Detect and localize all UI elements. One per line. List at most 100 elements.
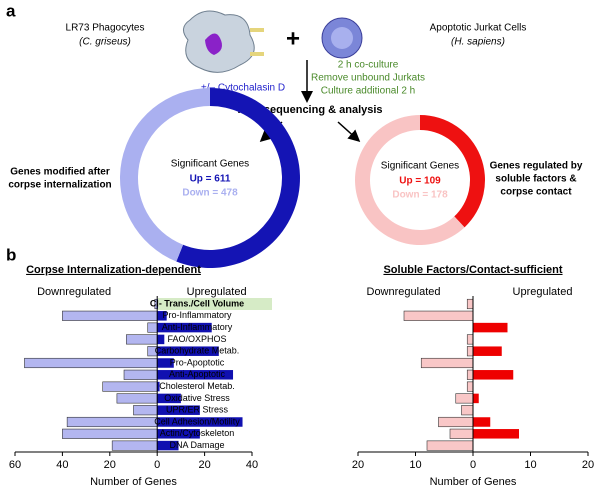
bar — [62, 428, 158, 439]
arrow — [337, 121, 361, 143]
category-label: Pro-Apoptotic — [170, 357, 225, 367]
bar — [116, 393, 158, 404]
bar — [157, 311, 167, 321]
donut-segment — [119, 88, 210, 262]
donut-segment — [354, 115, 465, 245]
panel-label: a — [6, 1, 16, 20]
bar — [157, 405, 200, 415]
value-label: Down = 478 — [182, 188, 238, 199]
category-label: Carbohydrate Metab. — [155, 346, 240, 356]
step-text: 2 h co-culture — [338, 60, 399, 71]
bar — [466, 381, 474, 392]
bar — [420, 357, 474, 369]
x-tick-label: 20 — [352, 459, 364, 471]
highlight-box — [158, 298, 272, 310]
nucleus-icon — [205, 33, 222, 55]
x-tick-label: 20 — [582, 459, 594, 471]
value-label: Up = 109 — [399, 176, 441, 187]
treatment-label: +/– Cytochalasin D — [201, 83, 285, 94]
x-tick-label: 0 — [154, 459, 160, 471]
legend-label: Upregulated — [513, 286, 573, 298]
legend-label: Downregulated — [37, 286, 111, 298]
phagocyte-species: (C. griseus) — [79, 37, 131, 48]
bar — [466, 369, 474, 380]
value-label: Up = 611 — [190, 174, 231, 185]
legend-label: Upregulated — [187, 286, 247, 298]
x-tick-label: 10 — [524, 459, 536, 471]
bar — [157, 334, 165, 345]
bar — [473, 417, 491, 427]
jurkat-core — [331, 27, 353, 49]
bar — [466, 346, 474, 357]
panel-label: b — [6, 245, 16, 264]
category-label: FAO/OXPHOS — [167, 334, 226, 344]
bar — [62, 310, 158, 321]
category-label: Cell Adhesion/Motility — [154, 416, 240, 426]
note: Genes modified after — [10, 167, 110, 178]
category-label: Oxidative Stress — [164, 393, 230, 403]
step-text: Remove unbound Jurkats — [311, 73, 425, 84]
bar — [466, 334, 474, 345]
donut-segment — [420, 115, 485, 228]
bar — [157, 346, 219, 356]
value-label: Down = 178 — [392, 190, 448, 201]
category-label: Cl- Trans./Cell Volume — [150, 298, 244, 308]
bar — [403, 310, 474, 321]
bar — [157, 393, 181, 404]
category-label: UPR/ER Stress — [166, 405, 229, 415]
bar — [157, 322, 212, 333]
x-tick-label: 20 — [198, 459, 210, 471]
bar — [473, 429, 519, 439]
bar — [111, 440, 158, 451]
donut-segment — [176, 88, 300, 268]
bar — [449, 428, 474, 439]
step-text: Culture additional 2 h — [321, 86, 416, 97]
x-tick-label: 40 — [246, 459, 258, 471]
x-axis-label: Number of Genes — [90, 476, 177, 488]
bar — [157, 440, 179, 451]
x-tick-label: 10 — [409, 459, 421, 471]
center-label: Significant Genes — [171, 159, 249, 170]
bar — [473, 322, 508, 333]
x-tick-label: 0 — [470, 459, 476, 471]
bar — [461, 405, 474, 416]
bar — [126, 334, 158, 345]
bar — [133, 405, 158, 416]
bar — [157, 370, 234, 380]
category-label: Actin/Cytoskeleton — [160, 428, 235, 438]
bar — [157, 429, 200, 439]
jurkat-species: (H. sapiens) — [451, 37, 505, 48]
center-label: Significant Genes — [381, 161, 459, 172]
bar — [473, 393, 479, 404]
bar — [473, 370, 514, 380]
jurkat-label: Apoptotic Jurkat Cells — [430, 23, 527, 34]
chart-title: Soluble Factors/Contact-sufficient — [383, 264, 562, 276]
note: corpse internalization — [8, 180, 111, 191]
category-label: Anti-Apoptotic — [169, 369, 226, 379]
category-label: Anti-Inflammatory — [162, 322, 233, 332]
bar — [24, 357, 158, 369]
x-tick-label: 40 — [56, 459, 68, 471]
category-label: Pro-Inflammatory — [162, 310, 232, 320]
category-label: DNA Damage — [169, 440, 224, 450]
bar — [426, 440, 474, 451]
bar — [66, 416, 158, 428]
bar — [157, 381, 160, 392]
chart-title: Corpse Internalization-dependent — [26, 264, 201, 276]
x-axis-label: Number of Genes — [430, 476, 517, 488]
category-label: Cholesterol Metab. — [159, 381, 235, 391]
receptor-icon — [250, 52, 264, 56]
note: corpse contact — [500, 187, 572, 198]
bar — [438, 416, 474, 428]
bar — [123, 369, 158, 380]
analysis-label: RNA sequencing & analysis — [237, 104, 382, 116]
bar — [157, 417, 243, 427]
x-tick-label: 20 — [104, 459, 116, 471]
bar — [455, 393, 474, 404]
legend-label: Downregulated — [367, 286, 441, 298]
bar — [466, 298, 474, 310]
bar — [157, 358, 174, 368]
bar — [147, 322, 158, 333]
x-tick-label: 60 — [9, 459, 21, 471]
